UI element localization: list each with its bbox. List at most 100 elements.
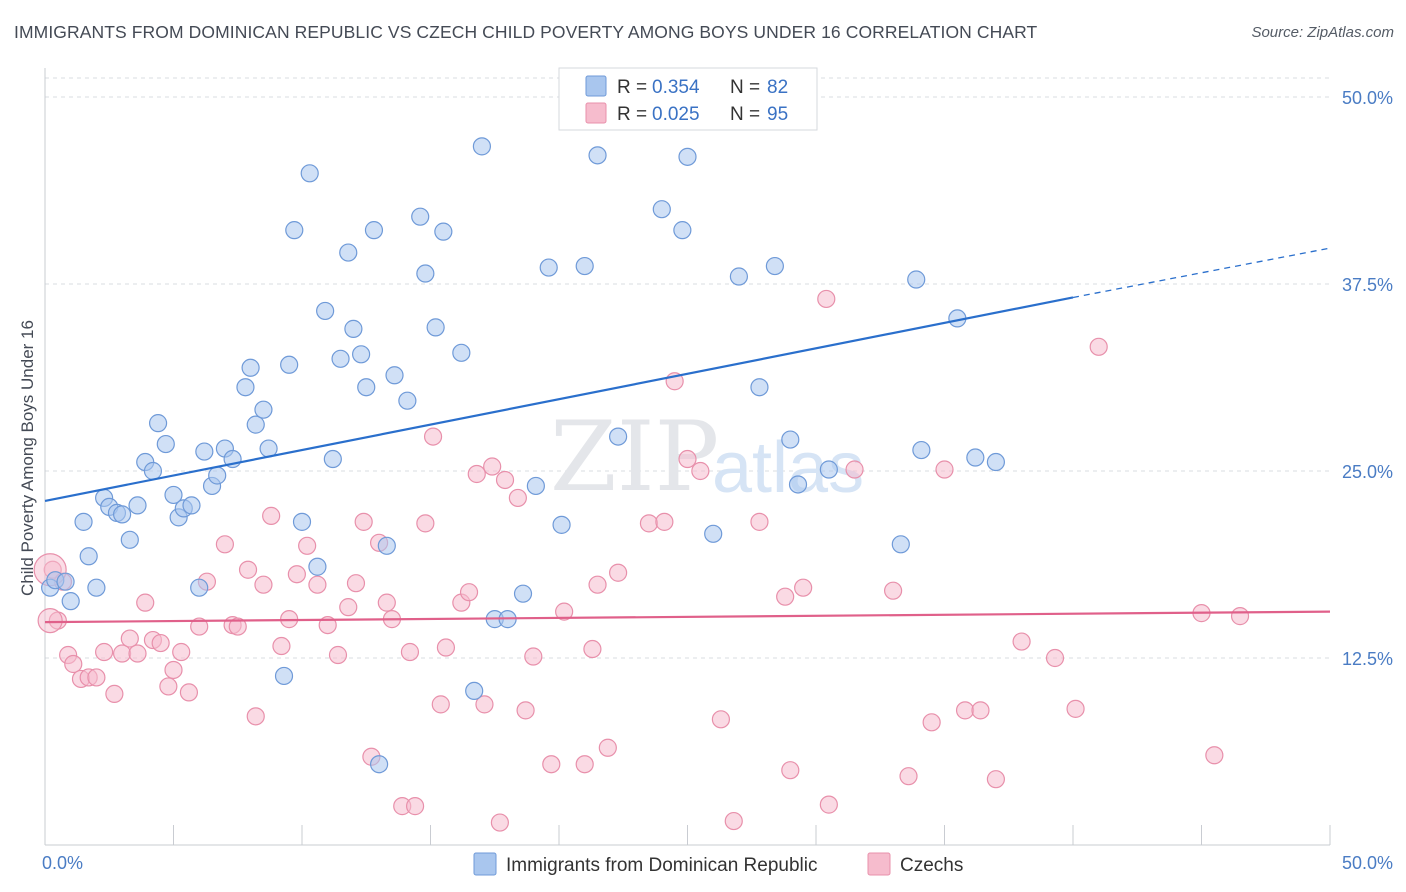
dominican-point-5 [79,547,98,566]
czechs-point-70 [678,449,697,469]
czechs-point-45 [405,797,425,816]
dominican-point-33 [280,355,299,374]
series-czechs-points [33,289,1250,832]
axes [44,68,1331,846]
dominican-point-11 [120,530,139,549]
dominican-point-22 [195,442,214,461]
czechs-point-62 [575,755,594,774]
y-tick-label-1: 25.0% [1342,462,1393,482]
czechs-point-51 [459,583,479,602]
czechs-point-29 [272,636,291,656]
czechs-point-57 [508,488,527,508]
dominican-point-27 [236,378,255,397]
dominican-point-65 [609,427,628,446]
czechs-point-9 [105,684,124,704]
dominican-point-68 [678,147,697,166]
y-tick-label-3: 50.0% [1342,88,1393,108]
dominican-point-66 [652,200,671,219]
legend-n-label-1: N = [730,77,760,98]
czechs-point-67 [639,514,659,533]
dominican-point-34 [285,221,304,240]
dominican-point-71 [750,378,769,397]
dominican-point-3 [61,592,80,611]
x-tick-labels: 0.0% 50.0% [42,853,1393,873]
czechs-point-37 [346,574,366,593]
watermark: ZIP atlas [550,401,864,513]
dominican-point-50 [411,207,430,226]
legend-r-label-1: R = [617,77,647,98]
trend-lines [44,247,1331,624]
dominican-point-6 [87,578,106,597]
dominican-point-2 [56,572,75,591]
czechs-point-18 [172,642,191,662]
dominican-point-59 [513,584,533,603]
dominican-point-69 [704,524,723,543]
czechs-point-22 [215,535,234,554]
dominican-point-24 [208,466,227,485]
czechs-point-54 [483,457,502,476]
czechs-point-15 [151,633,170,653]
czechs-point-33 [308,575,327,594]
dominican-point-48 [385,366,404,385]
legend-n-label-2: N = [730,104,760,125]
czechs-point-86 [971,701,990,720]
dominican-point-44 [357,378,376,397]
dominican-point-60 [526,476,545,496]
dominican-point-30 [254,400,273,419]
czechs-point-24 [228,617,247,636]
y-axis-title: Child Poverty Among Boys Under 16 [18,320,37,596]
bottom-legend-swatch-pink [867,852,891,876]
dominican-point-28 [241,358,260,377]
czechs-point-76 [781,761,800,780]
czechs-point-59 [524,647,543,666]
czechs-point-82 [899,767,918,786]
czechs-point-58 [516,701,535,720]
source-credit: Source: ZipAtlas.com [1251,24,1394,41]
dominican-point-81 [986,452,1006,472]
czechs-point-44 [400,642,420,662]
y-tick-labels: 12.5% 25.0% 37.5% 50.0% [1342,88,1393,669]
czechs-point-73 [724,811,743,831]
czechs-point-49 [436,638,456,657]
czechs-point-89 [1045,648,1065,668]
dominican-point-32 [274,666,294,686]
czechs-point-56 [495,470,515,490]
dominican-point-4 [74,512,93,531]
dominican-point-10 [112,505,132,524]
czechs-point-28 [262,506,281,525]
y-tick-label-0: 12.5% [1342,649,1393,669]
bottom-legend-label-1: Immigrants from Dominican Republic [506,855,818,876]
dominican-point-35 [292,512,312,531]
dominican-point-67 [673,221,692,240]
czechs-point-91 [1089,337,1108,356]
czechs-point-64 [588,575,607,594]
czechs-point-78 [817,289,836,309]
dominican-point-63 [575,256,594,276]
dominican-point-72 [765,256,784,276]
czechs-point-77 [794,578,813,597]
dominican-point-49 [398,391,417,410]
czechs-point-20 [190,617,209,636]
dominican-point-52 [426,318,445,337]
dominican-point-61 [539,258,558,277]
czechs-point-74 [750,512,769,531]
dominican-point-38 [316,301,335,321]
czechs-point-60 [542,755,561,774]
chart-title: IMMIGRANTS FROM DOMINICAN REPUBLIC VS CZ… [14,22,1038,42]
czechs-point-12 [128,644,147,663]
dominican-point-15 [148,414,168,433]
trend-line-dominican-extension [1072,247,1331,299]
czechs-point-66 [609,563,628,582]
dominican-point-42 [344,319,363,338]
czechs-point-47 [423,427,443,446]
czechs-point-41 [377,593,396,612]
czechs-point-83 [922,713,941,732]
dominican-point-80 [966,448,985,467]
czechs-point-81 [883,581,903,600]
czechs-point-35 [328,645,348,665]
series-legend: Immigrants from Dominican Republic Czech… [473,852,963,876]
dominican-point-70 [729,267,749,286]
czechs-point-31 [287,565,306,584]
czechs-point-25 [238,560,258,579]
czechs-point-90 [1066,699,1085,718]
